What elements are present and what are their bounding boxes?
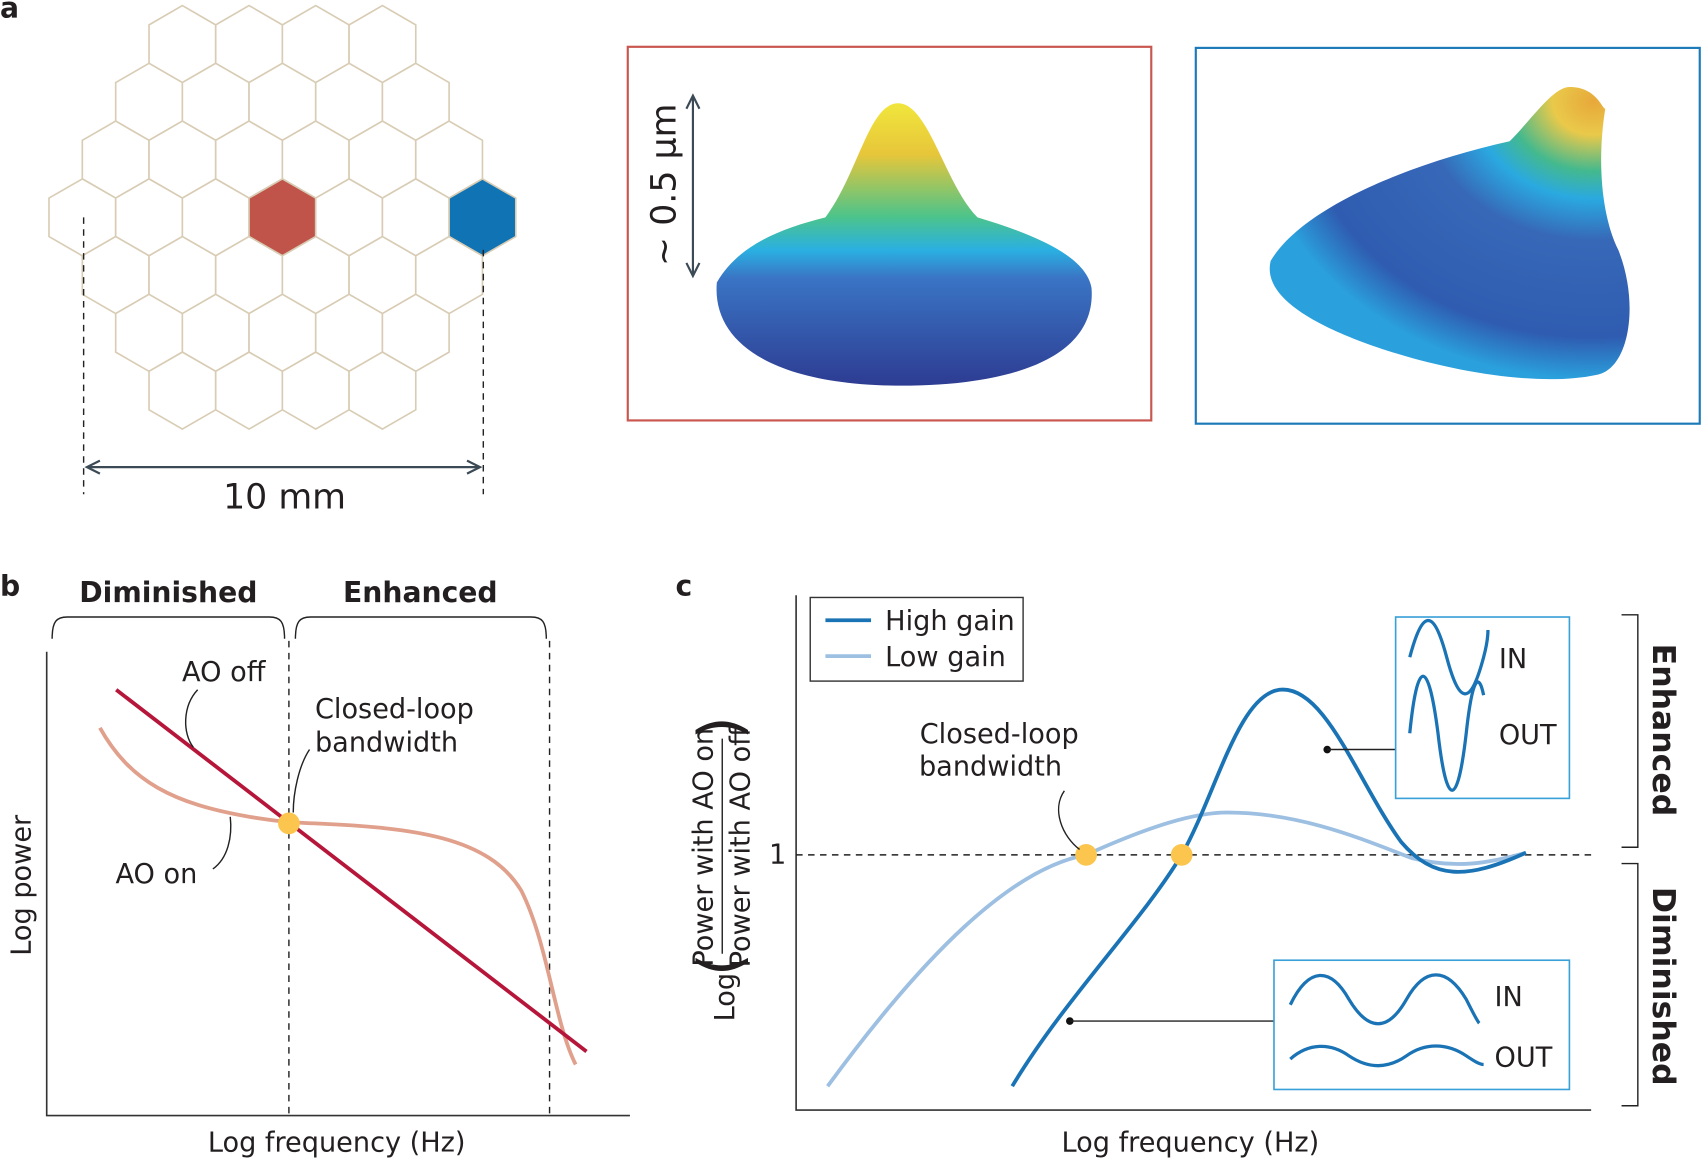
inset-frame [1194, 46, 1701, 425]
annotation: Closed-loop [315, 694, 474, 725]
brace [294, 616, 548, 639]
inset-label: OUT [1494, 1043, 1552, 1074]
inset-label: OUT [1499, 720, 1557, 751]
legend [809, 596, 1024, 682]
hex-segment [348, 351, 417, 431]
scale-label: 10 mm [223, 477, 346, 517]
legend-label: Low gain [885, 642, 1006, 673]
annotation: bandwidth [919, 752, 1062, 783]
bracket [1621, 862, 1639, 1107]
y-label-denominator: Power with AO off [725, 726, 756, 968]
hex-grid [48, 4, 517, 431]
x-axis-label: Log frequency (Hz) [208, 1127, 466, 1158]
axes [795, 595, 1592, 1111]
leader [292, 749, 311, 813]
wave-in [1288, 973, 1481, 1026]
arrow-heads [685, 93, 701, 279]
paren: ( [687, 953, 755, 976]
arrow-heads [84, 459, 483, 475]
height-label: ~ 0.5 μm [645, 104, 685, 266]
inset-label: IN [1494, 982, 1522, 1013]
wave-out [1408, 674, 1486, 792]
ao-off-line [115, 688, 588, 1053]
axes [45, 651, 630, 1117]
x-axis-label: Log frequency (Hz) [1062, 1127, 1320, 1158]
leader [184, 689, 199, 748]
leader [212, 816, 232, 870]
inset-frame [626, 45, 1153, 422]
ao-on-curve [98, 726, 578, 1066]
brace [51, 616, 286, 639]
inset-label: IN [1499, 644, 1527, 675]
crossover-dot [278, 812, 300, 835]
tick-label: 1 [769, 840, 786, 871]
panel-label: c [676, 569, 693, 602]
bracket [1621, 614, 1639, 848]
y-label-prefix: Log [710, 973, 741, 1021]
y-axis-label: Log power [6, 814, 37, 956]
point [1066, 1017, 1074, 1025]
leader [1057, 790, 1081, 851]
panel-label: a [0, 0, 19, 24]
inset-box [1394, 616, 1571, 800]
region-label: Diminished [1645, 887, 1681, 1086]
surface [716, 103, 1092, 386]
high-gain-curve [1010, 687, 1527, 1088]
crossover-dot [1170, 844, 1193, 866]
legend-label: High gain [885, 606, 1015, 637]
paren: ) [687, 716, 755, 739]
surface [1269, 86, 1630, 380]
region-label: Enhanced [343, 576, 498, 609]
curve-label: AO off [182, 657, 267, 688]
region-label: Enhanced [1645, 644, 1681, 817]
y-label-numerator: Power with AO on [688, 728, 719, 967]
annotation: Closed-loop [920, 719, 1079, 750]
wave-out [1289, 1044, 1484, 1068]
y-axis-label: Log ( Power with AO on Power with AO off… [687, 716, 757, 1021]
annotation: bandwidth [315, 728, 458, 759]
crossover-dot [1075, 844, 1097, 866]
curve-label: AO on [115, 859, 197, 890]
wave-in [1408, 619, 1490, 696]
panel-label: b [0, 569, 20, 602]
region-label: Diminished [79, 576, 257, 609]
